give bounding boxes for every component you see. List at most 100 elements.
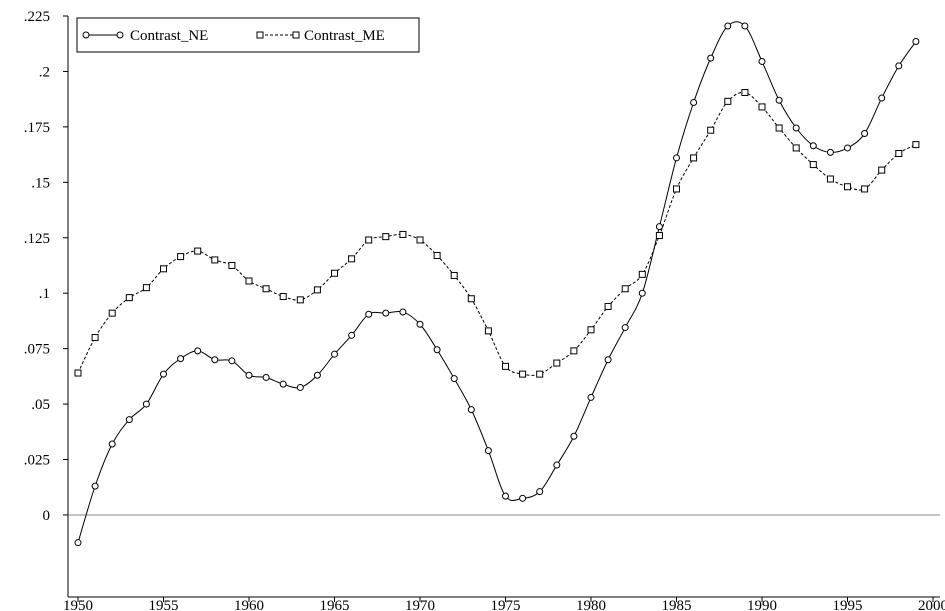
data-point-contrast-me [399, 230, 407, 238]
data-point-contrast-ne [741, 22, 749, 30]
data-point-contrast-me [313, 286, 321, 294]
data-point-contrast-ne [194, 347, 202, 355]
data-point-contrast-me [262, 285, 270, 293]
data-point-contrast-ne [160, 370, 167, 378]
data-point-contrast-me [91, 334, 99, 342]
data-point-contrast-ne [826, 148, 834, 156]
data-point-contrast-me [245, 277, 253, 285]
data-point-contrast-ne [604, 356, 612, 364]
data-point-contrast-me [331, 269, 338, 277]
data-point-contrast-me [621, 285, 629, 293]
data-point-contrast-ne [844, 144, 851, 152]
data-point-contrast-ne [211, 356, 219, 364]
y-tick-label: .2 [39, 64, 50, 80]
data-point-contrast-me [570, 347, 578, 355]
x-tick-label: 1950 [63, 598, 93, 611]
data-point-contrast-me [844, 183, 851, 191]
data-point-contrast-me [775, 124, 783, 132]
data-point-contrast-ne [399, 308, 407, 316]
data-point-contrast-ne [228, 357, 236, 365]
data-point-contrast-me [826, 175, 834, 183]
legend-marker-contrast-me [292, 31, 300, 39]
data-point-contrast-me [450, 271, 458, 279]
data-point-contrast-me [553, 359, 561, 367]
data-point-contrast-ne [296, 383, 304, 391]
data-point-contrast-me [142, 284, 150, 292]
x-tick-label: 1980 [576, 598, 606, 611]
data-point-contrast-me [279, 293, 287, 301]
x-tick-label: 1995 [833, 598, 863, 611]
axes: 0 .025 .05 .075 .1 .125 .15 .175 .2 .225 1950 1955 1… [24, 9, 945, 611]
x-tick-label: 1970 [405, 598, 435, 611]
legend-marker-contrast-ne [82, 31, 90, 39]
legend-label-contrast-me: Contrast_ME [304, 28, 385, 44]
data-point-contrast-ne [279, 380, 287, 388]
data-point-contrast-ne [775, 96, 783, 104]
data-point-contrast-me [296, 296, 304, 304]
data-point-contrast-me [125, 294, 133, 302]
x-tick-label: 1990 [747, 598, 777, 611]
data-point-contrast-ne [724, 22, 732, 30]
data-point-contrast-ne [655, 223, 663, 231]
data-point-contrast-ne [621, 324, 629, 332]
data-point-contrast-ne [553, 461, 561, 469]
data-point-contrast-ne [536, 488, 544, 496]
series-layer [74, 21, 920, 547]
data-point-contrast-me [638, 270, 646, 278]
legend-box [76, 17, 420, 53]
data-point-contrast-me [655, 232, 663, 240]
y-tick-label: .1 [39, 286, 50, 302]
data-point-contrast-me [74, 369, 82, 377]
data-point-contrast-ne [707, 54, 715, 62]
data-point-contrast-ne [895, 62, 903, 70]
series-line-contrast-ne [77, 21, 917, 543]
data-point-contrast-me [690, 154, 698, 162]
x-tick-label: 2000 [918, 598, 945, 611]
series-contrast-ne [74, 21, 920, 547]
data-point-contrast-me [433, 251, 441, 259]
data-point-contrast-me [536, 370, 544, 378]
data-point-contrast-me [502, 362, 509, 370]
data-point-contrast-me [228, 261, 236, 269]
data-point-contrast-ne [570, 432, 578, 440]
series-line-contrast-me [77, 91, 917, 376]
data-point-contrast-me [878, 166, 886, 174]
data-point-contrast-me [792, 144, 800, 152]
legend-entry-contrast-ne: Contrast_NE [82, 28, 208, 44]
data-point-contrast-ne [245, 371, 253, 379]
data-point-contrast-me [707, 126, 715, 134]
data-point-contrast-ne [792, 124, 800, 132]
y-tick-label: .225 [24, 9, 50, 25]
data-point-contrast-ne [502, 492, 509, 500]
data-point-contrast-me [467, 295, 475, 303]
data-point-contrast-me [758, 103, 766, 111]
data-point-contrast-me [809, 161, 817, 169]
data-point-contrast-me [741, 89, 749, 97]
data-point-contrast-me [895, 149, 903, 157]
data-point-contrast-ne [861, 130, 869, 138]
data-point-contrast-ne [125, 416, 133, 424]
data-point-contrast-ne [809, 142, 817, 150]
legend-marker-contrast-me [256, 31, 264, 39]
y-tick-label: .075 [24, 342, 50, 358]
series-contrast-me [74, 89, 920, 378]
data-point-contrast-ne [262, 373, 270, 381]
data-point-contrast-me [861, 185, 869, 193]
data-point-contrast-me [348, 255, 356, 263]
data-point-contrast-me [108, 309, 116, 317]
legend-marker-contrast-ne [116, 31, 124, 39]
data-point-contrast-ne [638, 289, 646, 297]
data-point-contrast-ne [91, 482, 99, 490]
data-point-contrast-me [177, 253, 185, 261]
data-point-contrast-me [724, 97, 732, 105]
data-point-contrast-ne [878, 94, 886, 102]
data-point-contrast-ne [177, 355, 185, 363]
data-point-contrast-me [365, 236, 373, 244]
data-point-contrast-me [194, 247, 202, 255]
y-tick-label: .125 [24, 231, 50, 247]
y-tick-label: .175 [24, 120, 50, 136]
data-point-contrast-ne [365, 310, 373, 318]
legend-label-contrast-ne: Contrast_NE [130, 28, 208, 44]
data-point-contrast-ne [74, 539, 82, 547]
